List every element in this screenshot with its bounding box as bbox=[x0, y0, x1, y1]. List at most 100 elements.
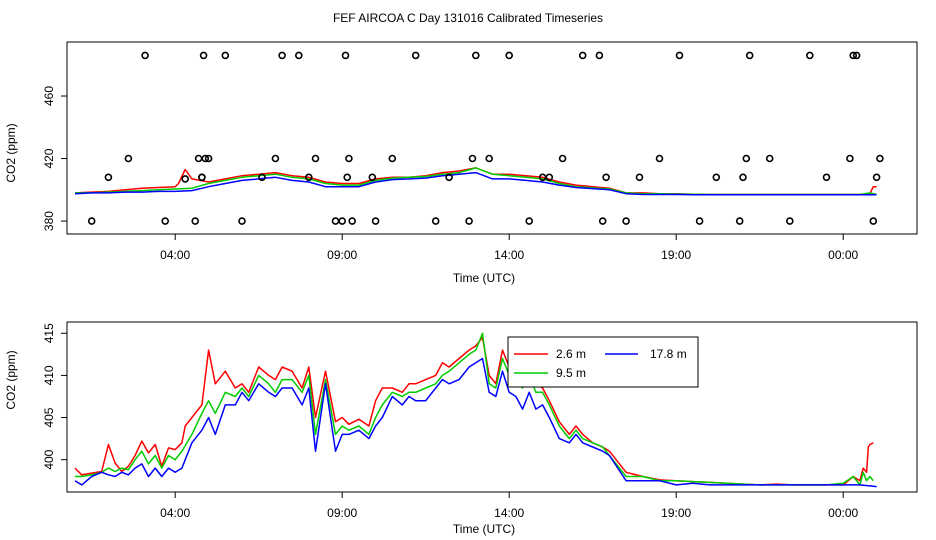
series-line-17-8-m bbox=[74, 171, 877, 196]
calibration-point bbox=[141, 51, 149, 60]
calibration-point bbox=[558, 154, 567, 163]
calibration-point bbox=[595, 51, 604, 60]
calibration-point bbox=[598, 217, 607, 225]
figure-title: FEF AIRCOA C Day 131016 Calibrated Times… bbox=[333, 11, 603, 25]
calibration-point bbox=[872, 173, 881, 182]
calibration-point bbox=[304, 173, 313, 182]
calibration-point bbox=[695, 217, 704, 225]
bottom-series bbox=[74, 332, 877, 488]
calibration-point bbox=[468, 154, 477, 163]
calibration-point bbox=[204, 154, 213, 163]
x-tick-label: 09:00 bbox=[327, 506, 357, 520]
calibration-point bbox=[191, 217, 199, 225]
calibration-point bbox=[194, 154, 203, 163]
legend-label-9-5m: 9.5 m bbox=[556, 366, 586, 380]
calibration-point bbox=[198, 173, 206, 182]
calibration-point bbox=[124, 154, 133, 163]
calibration-point bbox=[104, 173, 113, 182]
calibration-point bbox=[846, 154, 854, 163]
y-tick-label: 405 bbox=[42, 407, 56, 427]
calibration-point bbox=[849, 51, 858, 60]
top-y-axis-label: CO2 (ppm) bbox=[4, 123, 18, 182]
calibration-point bbox=[343, 173, 352, 182]
calibration-point bbox=[345, 154, 353, 163]
x-tick-label: 04:00 bbox=[160, 506, 190, 520]
calibration-point bbox=[161, 217, 169, 225]
calibration-point bbox=[368, 173, 377, 182]
legend-box bbox=[507, 336, 699, 388]
calibration-point bbox=[622, 217, 630, 225]
calibration-point bbox=[181, 175, 189, 183]
calibration-point bbox=[876, 154, 884, 163]
x-tick-label: 19:00 bbox=[661, 248, 691, 262]
calibration-point bbox=[869, 217, 878, 225]
x-tick-label: 14:00 bbox=[494, 506, 524, 520]
calibration-point bbox=[745, 51, 754, 60]
calibration-point bbox=[294, 51, 303, 60]
calibration-point bbox=[675, 51, 684, 60]
x-tick-label: 14:00 bbox=[494, 248, 524, 262]
calibration-point bbox=[735, 217, 744, 225]
calibration-point bbox=[485, 154, 494, 163]
bottom-y-axis-label: CO2 (ppm) bbox=[4, 350, 18, 409]
bottom-plot-frame bbox=[66, 321, 918, 493]
bottom-x-axis-label: Time (UTC) bbox=[453, 522, 515, 536]
top-x-axis-label: Time (UTC) bbox=[453, 271, 515, 285]
calibration-point bbox=[331, 217, 340, 225]
x-tick-label: 04:00 bbox=[160, 248, 190, 262]
calibration-point bbox=[471, 51, 480, 60]
y-tick-label: 380 bbox=[42, 211, 56, 231]
y-tick-label: 400 bbox=[42, 449, 56, 469]
y-tick-label: 410 bbox=[42, 365, 56, 385]
x-tick-label: 00:00 bbox=[828, 248, 858, 262]
calibration-point bbox=[338, 217, 347, 225]
calibration-point bbox=[431, 217, 440, 225]
calibration-point bbox=[742, 154, 751, 163]
calibration-point bbox=[739, 173, 747, 182]
calibration-point bbox=[238, 217, 246, 225]
calibration-point bbox=[655, 154, 664, 163]
calibration-point bbox=[388, 154, 397, 163]
calibration-point bbox=[465, 217, 473, 225]
series-line-9-5-m bbox=[75, 332, 874, 486]
calibration-point bbox=[271, 154, 280, 163]
legend-label-2-6m: 2.6 m bbox=[556, 347, 586, 361]
calibration-point bbox=[578, 51, 587, 60]
legend: 2.6 m 9.5 m 17.8 m bbox=[507, 336, 699, 388]
calibration-point bbox=[201, 154, 210, 163]
x-tick-label: 00:00 bbox=[828, 506, 858, 520]
calibration-point bbox=[87, 217, 96, 225]
bottom-axes: 04:00 09:00 14:00 19:00 00:00 400 405 410 415 bbox=[42, 323, 859, 520]
y-tick-label: 460 bbox=[42, 86, 56, 106]
calibration-point bbox=[852, 51, 861, 60]
calibration-point bbox=[341, 51, 350, 60]
calibration-point bbox=[258, 173, 266, 182]
calibration-point bbox=[311, 154, 320, 163]
calibration-point bbox=[199, 51, 208, 60]
calibration-point bbox=[602, 173, 610, 182]
series-line-17-8-m bbox=[74, 357, 877, 488]
calibration-point bbox=[785, 217, 794, 225]
calibration-point bbox=[525, 217, 534, 225]
top-plot-frame bbox=[66, 41, 918, 235]
legend-label-17-8m: 17.8 m bbox=[650, 347, 687, 361]
calibration-point bbox=[805, 51, 814, 60]
calibration-point bbox=[635, 173, 644, 182]
x-tick-label: 09:00 bbox=[327, 248, 357, 262]
calibration-point bbox=[445, 173, 453, 182]
series-line-2-6-m bbox=[74, 336, 874, 486]
calibration-point bbox=[822, 173, 831, 182]
calibration-point bbox=[221, 51, 230, 60]
calibration-point bbox=[278, 51, 286, 60]
x-tick-label: 19:00 bbox=[661, 506, 691, 520]
calibration-point bbox=[765, 154, 774, 163]
calibration-point bbox=[545, 173, 554, 182]
top-calibration-points bbox=[87, 51, 884, 225]
calibration-point bbox=[371, 217, 380, 225]
calibration-point bbox=[505, 51, 514, 60]
y-tick-label: 420 bbox=[42, 148, 56, 168]
y-tick-label: 415 bbox=[42, 323, 56, 343]
calibration-point bbox=[348, 217, 357, 225]
